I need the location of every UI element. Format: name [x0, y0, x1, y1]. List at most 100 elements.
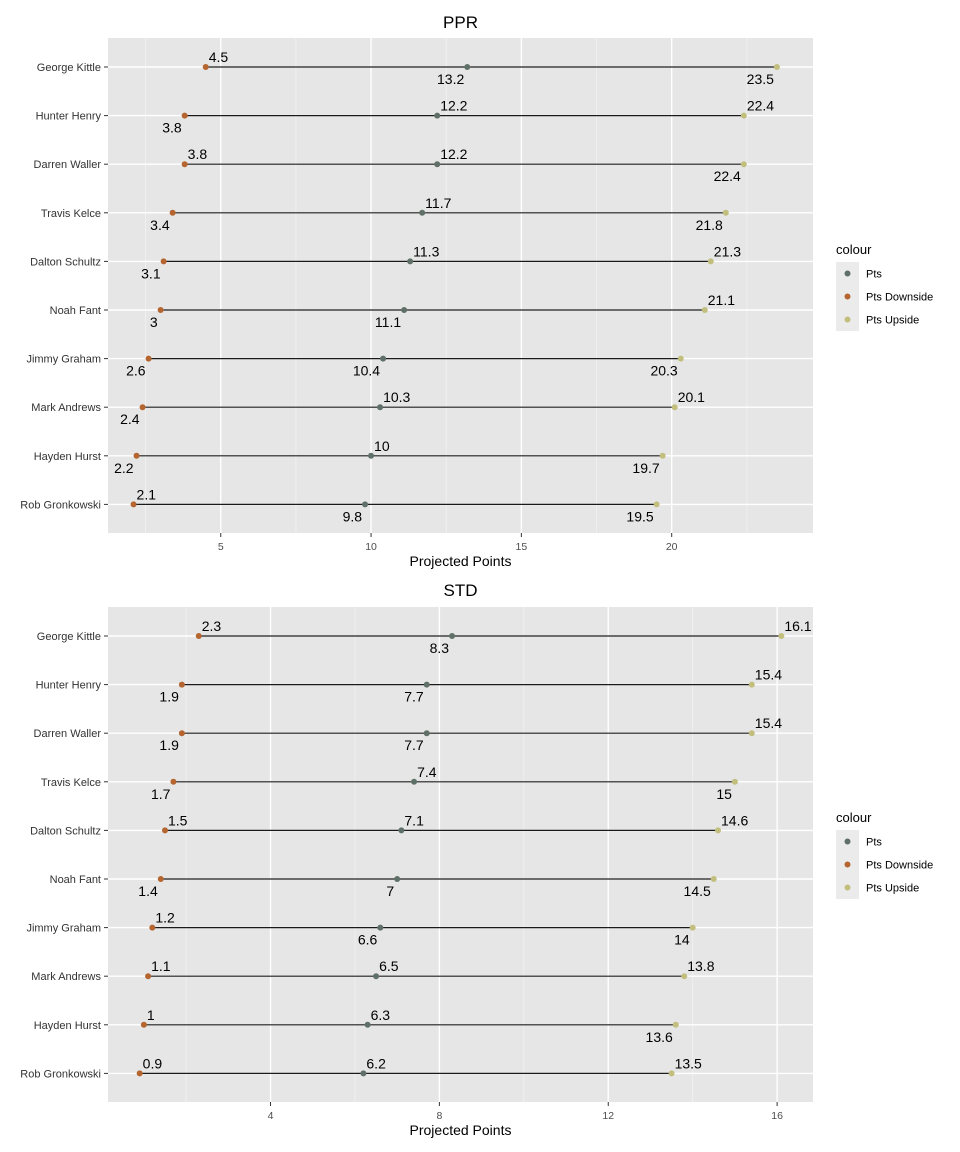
chart-panel-ppr: PPR 5 10 15 20 Projected Points George Kittle H… [20, 13, 933, 569]
point-pts-downside-hunter-henry [181, 112, 188, 119]
point-pts-upside-noah-fant [701, 307, 708, 313]
x-tick-label: 10 [365, 541, 377, 553]
point-pts-downside-jimmy-graham [149, 924, 156, 931]
y-tick-label-noah-fant: Noah Fant [50, 305, 101, 317]
point-pts-dalton-schultz [398, 827, 405, 834]
data-label-pts-downside-george-kittle: 4.5 [209, 49, 229, 65]
data-label-pts-upside-mark-andrews: 13.8 [687, 958, 714, 974]
chart-panel-std: STD 4 8 12 16 Projected Points George Kittle Hu… [20, 581, 933, 1138]
point-pts-upside-travis-kelce [722, 209, 729, 216]
data-label-pts-upside-rob-gronkowski: 19.5 [626, 508, 653, 524]
legend-swatch-pts-downside [844, 861, 851, 868]
data-label-pts-downside-dalton-schultz: 1.5 [168, 812, 188, 828]
data-label-pts-upside-jimmy-graham: 20.3 [650, 363, 677, 379]
data-label-pts-travis-kelce: 7.4 [417, 764, 437, 780]
point-pts-upside-rob-gronkowski [653, 501, 660, 508]
point-pts-downside-darren-waller [178, 730, 185, 737]
legend-swatch-pts [844, 270, 851, 277]
x-tick-label: 5 [218, 541, 224, 553]
y-tick-label-george-kittle: George Kittle [37, 631, 101, 643]
y-tick-label-darren-waller: Darren Waller [34, 728, 102, 740]
point-pts-upside-hayden-hurst [659, 452, 666, 459]
data-label-pts-upside-hayden-hurst: 19.7 [632, 460, 659, 476]
point-pts-upside-hunter-henry [740, 112, 747, 119]
point-pts-hunter-henry [423, 681, 430, 688]
chart-title: STD [444, 581, 478, 600]
point-pts-upside-george-kittle [778, 633, 785, 639]
data-label-pts-downside-travis-kelce: 3.4 [150, 217, 170, 233]
data-label-pts-upside-hayden-hurst: 13.6 [646, 1029, 673, 1045]
y-tick-label-rob-gronkowski: Rob Gronkowski [20, 1068, 101, 1080]
y-tick-label-darren-waller: Darren Waller [34, 159, 102, 171]
data-label-pts-downside-mark-andrews: 2.4 [120, 411, 140, 427]
legend-swatch-pts [844, 838, 851, 845]
y-tick-label-mark-andrews: Mark Andrews [31, 402, 101, 414]
data-label-pts-downside-dalton-schultz: 3.1 [141, 265, 161, 281]
data-label-pts-noah-fant: 7 [386, 883, 394, 899]
point-pts-jimmy-graham [377, 924, 384, 931]
chart-title: PPR [443, 13, 478, 32]
data-label-pts-jimmy-graham: 10.4 [353, 363, 380, 379]
point-pts-upside-darren-waller [748, 730, 755, 737]
y-tick-label-dalton-schultz: Dalton Schultz [30, 825, 101, 837]
y-tick-label-hunter-henry: Hunter Henry [36, 680, 102, 692]
point-pts-george-kittle [449, 633, 456, 639]
legend-label-pts-upside: Pts Upside [866, 315, 919, 327]
data-label-pts-upside-hunter-henry: 15.4 [755, 667, 782, 683]
data-label-pts-downside-darren-waller: 1.9 [159, 737, 179, 753]
data-label-pts-noah-fant: 11.1 [375, 314, 401, 330]
plot-background [108, 38, 813, 533]
data-label-pts-hunter-henry: 7.7 [404, 689, 424, 705]
x-tick-label: 15 [516, 541, 528, 553]
data-label-pts-upside-mark-andrews: 20.1 [678, 389, 705, 405]
point-pts-upside-george-kittle [773, 64, 780, 70]
data-label-pts-upside-noah-fant: 21.1 [708, 292, 735, 308]
legend-title: colour [836, 242, 872, 257]
point-pts-downside-travis-kelce [170, 778, 177, 785]
data-label-pts-hayden-hurst: 6.3 [371, 1007, 391, 1023]
x-axis-title: Projected Points [410, 1122, 512, 1138]
point-pts-noah-fant [394, 876, 401, 882]
point-pts-upside-mark-andrews [671, 404, 678, 411]
legend-label-pts-downside: Pts Downside [866, 292, 933, 304]
point-pts-upside-mark-andrews [681, 973, 688, 980]
point-pts-downside-mark-andrews [145, 973, 152, 980]
x-tick-label: 16 [771, 1110, 783, 1122]
x-tick-label: 12 [602, 1110, 614, 1122]
x-tick-label: 8 [436, 1110, 442, 1122]
legend-swatch-pts-upside [844, 316, 851, 323]
data-label-pts-dalton-schultz: 11.3 [413, 243, 439, 259]
data-label-pts-darren-waller: 12.2 [440, 146, 467, 162]
plot-background [108, 607, 813, 1102]
data-label-pts-upside-george-kittle: 16.1 [784, 618, 811, 634]
point-pts-upside-hunter-henry [748, 681, 755, 688]
point-pts-darren-waller [423, 730, 430, 737]
point-pts-hayden-hurst [368, 452, 375, 459]
point-pts-upside-dalton-schultz [707, 258, 714, 265]
data-label-pts-upside-darren-waller: 22.4 [714, 168, 741, 184]
y-tick-label-travis-kelce: Travis Kelce [41, 777, 101, 789]
point-pts-rob-gronkowski [362, 501, 369, 508]
point-pts-downside-dalton-schultz [160, 258, 167, 265]
point-pts-downside-noah-fant [157, 307, 164, 313]
y-tick-label-george-kittle: George Kittle [37, 62, 101, 74]
data-label-pts-travis-kelce: 11.7 [425, 195, 451, 211]
y-tick-label-jimmy-graham: Jimmy Graham [26, 923, 101, 935]
legend-label-pts: Pts [866, 837, 882, 849]
legend-label-pts-upside: Pts Upside [866, 883, 919, 895]
point-pts-downside-travis-kelce [169, 209, 176, 216]
data-label-pts-upside-travis-kelce: 21.8 [696, 217, 723, 233]
data-label-pts-downside-rob-gronkowski: 2.1 [137, 486, 157, 502]
y-tick-label-dalton-schultz: Dalton Schultz [30, 256, 101, 268]
y-tick-label-rob-gronkowski: Rob Gronkowski [20, 499, 101, 511]
y-tick-label-hayden-hurst: Hayden Hurst [34, 1020, 101, 1032]
data-label-pts-upside-rob-gronkowski: 13.5 [675, 1055, 702, 1071]
data-label-pts-jimmy-graham: 6.6 [358, 932, 378, 948]
data-label-pts-downside-mark-andrews: 1.1 [151, 958, 171, 974]
point-pts-upside-darren-waller [740, 161, 747, 168]
data-label-pts-dalton-schultz: 7.1 [404, 812, 424, 828]
point-pts-downside-rob-gronkowski [130, 501, 137, 508]
point-pts-downside-rob-gronkowski [136, 1070, 143, 1077]
point-pts-travis-kelce [411, 778, 418, 785]
